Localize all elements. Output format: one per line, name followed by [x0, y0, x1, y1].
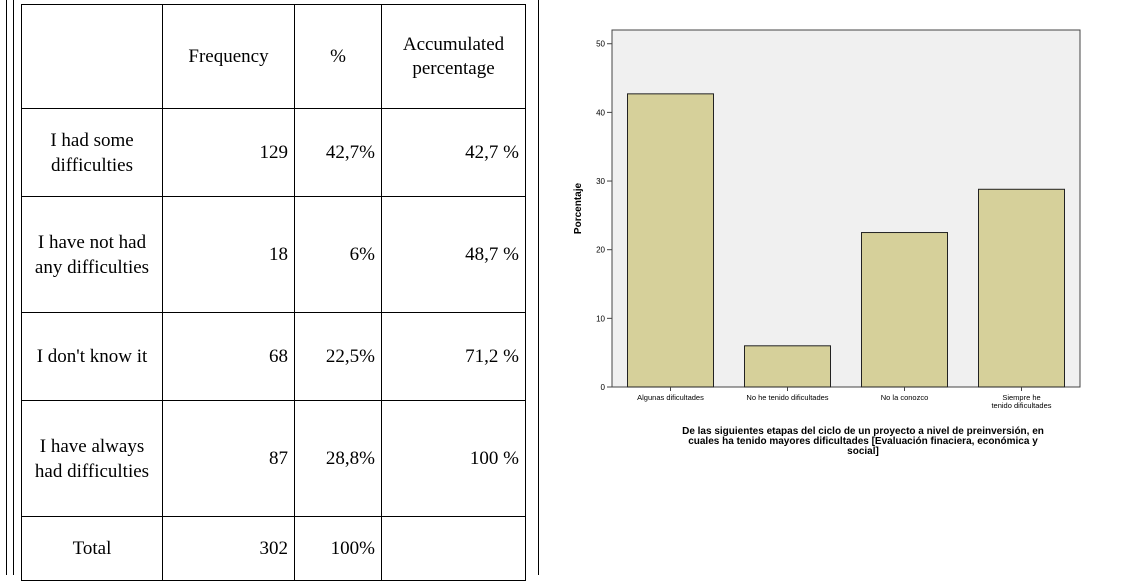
bar [627, 93, 714, 388]
row-accumulated [381, 516, 526, 581]
row-label: I have always had difficulties [21, 400, 163, 517]
row-label: Total [21, 516, 163, 581]
row-frequency: 302 [162, 516, 295, 581]
x-axis-label: social] [847, 446, 879, 457]
row-accumulated: 48,7 % [381, 196, 526, 313]
bar [744, 345, 831, 388]
header-percent: % [294, 4, 382, 109]
row-percent: 22,5% [294, 312, 382, 401]
y-tick-label: 40 [596, 108, 605, 117]
y-tick-label: 50 [596, 40, 605, 49]
x-tick-label: Siempre he [1002, 393, 1040, 402]
x-tick-label: Algunas dificultades [637, 393, 704, 402]
row-label: I have not had any difficulties [21, 196, 163, 313]
header-empty [21, 4, 163, 109]
left-border-line-1 [6, 0, 7, 575]
row-accumulated: 100 % [381, 400, 526, 517]
row-percent: 100% [294, 516, 382, 581]
header-accumulated: Accumulated percentage [381, 4, 526, 109]
table-row: I have not had any difficulties 18 6% 48… [21, 196, 526, 313]
x-axis-label: De las siguientes etapas del ciclo de un… [682, 426, 1044, 437]
row-percent: 6% [294, 196, 382, 313]
row-frequency: 87 [162, 400, 295, 517]
table-row-total: Total 302 100% [21, 516, 526, 581]
x-tick-label: No la conozco [881, 393, 929, 402]
row-label: I don't know it [21, 312, 163, 401]
y-tick-label: 20 [596, 246, 605, 255]
y-tick-label: 10 [596, 314, 605, 323]
table-row: I don't know it 68 22,5% 71,2 % [21, 312, 526, 401]
header-frequency: Frequency [162, 4, 295, 109]
bar-chart: 0 10 20 30 40 50 Porcentaje Algunas dificultade… [560, 0, 1100, 480]
row-label: I had some difficulties [21, 108, 163, 197]
x-tick-label: No he tenido dificultades [746, 393, 828, 402]
y-tick-label: 0 [601, 383, 606, 392]
bar-chart-svg: 0 10 20 30 40 50 Porcentaje Algunas dificultade… [573, 29, 1081, 457]
row-accumulated: 71,2 % [381, 312, 526, 401]
table-row: I have always had difficulties 87 28,8% … [21, 400, 526, 517]
bar [978, 188, 1065, 388]
table-row: I had some difficulties 129 42,7% 42,7 % [21, 108, 526, 197]
row-percent: 42,7% [294, 108, 382, 197]
row-frequency: 129 [162, 108, 295, 197]
y-axis-label: Porcentaje [573, 182, 584, 234]
middle-border-line [538, 0, 539, 575]
row-frequency: 18 [162, 196, 295, 313]
table-header-row: Frequency % Accumulated percentage [21, 4, 526, 109]
left-border-line-2 [13, 0, 14, 575]
x-axis-label: cuales ha tenido mayores dificultades [E… [688, 436, 1038, 447]
row-frequency: 68 [162, 312, 295, 401]
row-accumulated: 42,7 % [381, 108, 526, 197]
frequency-table: Frequency % Accumulated percentage I had… [21, 4, 526, 581]
y-tick-label: 30 [596, 177, 605, 186]
bar [861, 232, 948, 388]
x-tick-label: tenido dificultades [991, 401, 1051, 410]
row-percent: 28,8% [294, 400, 382, 517]
